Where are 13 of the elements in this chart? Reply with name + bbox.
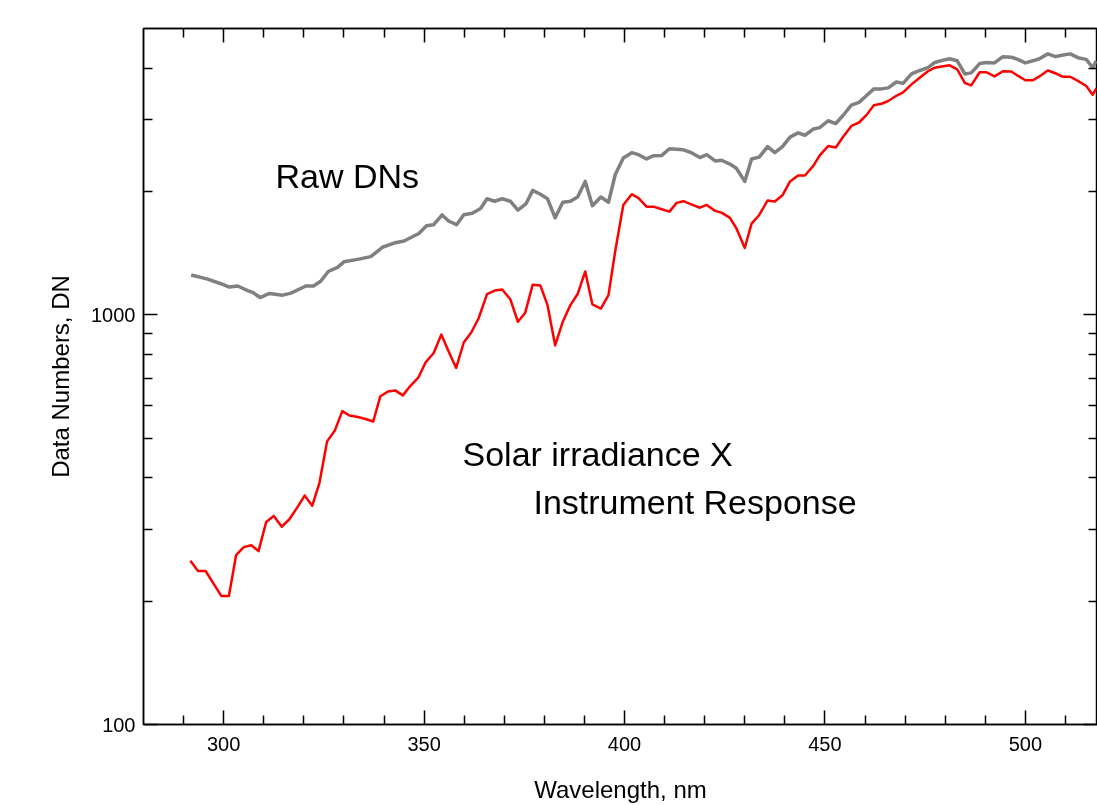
- x-tick-label: 400: [607, 732, 642, 755]
- x-tick-label: 450: [808, 732, 842, 755]
- y-axis-title: Data Numbers, DN: [47, 275, 75, 478]
- x-tick-label: 350: [407, 732, 441, 755]
- x-axis-title: Wavelength, nm: [534, 775, 707, 803]
- series-label: Solar irradiance X Instrument Response: [462, 434, 857, 521]
- x-tick-label: 500: [1008, 732, 1043, 755]
- line-series: [189, 64, 1097, 598]
- y-tick-label: 100: [102, 713, 136, 736]
- x-tick-label: 300: [206, 732, 241, 755]
- y-tick-label: 1000: [91, 303, 136, 326]
- series-label: Raw DNs: [275, 156, 420, 195]
- line-series: [189, 52, 1097, 300]
